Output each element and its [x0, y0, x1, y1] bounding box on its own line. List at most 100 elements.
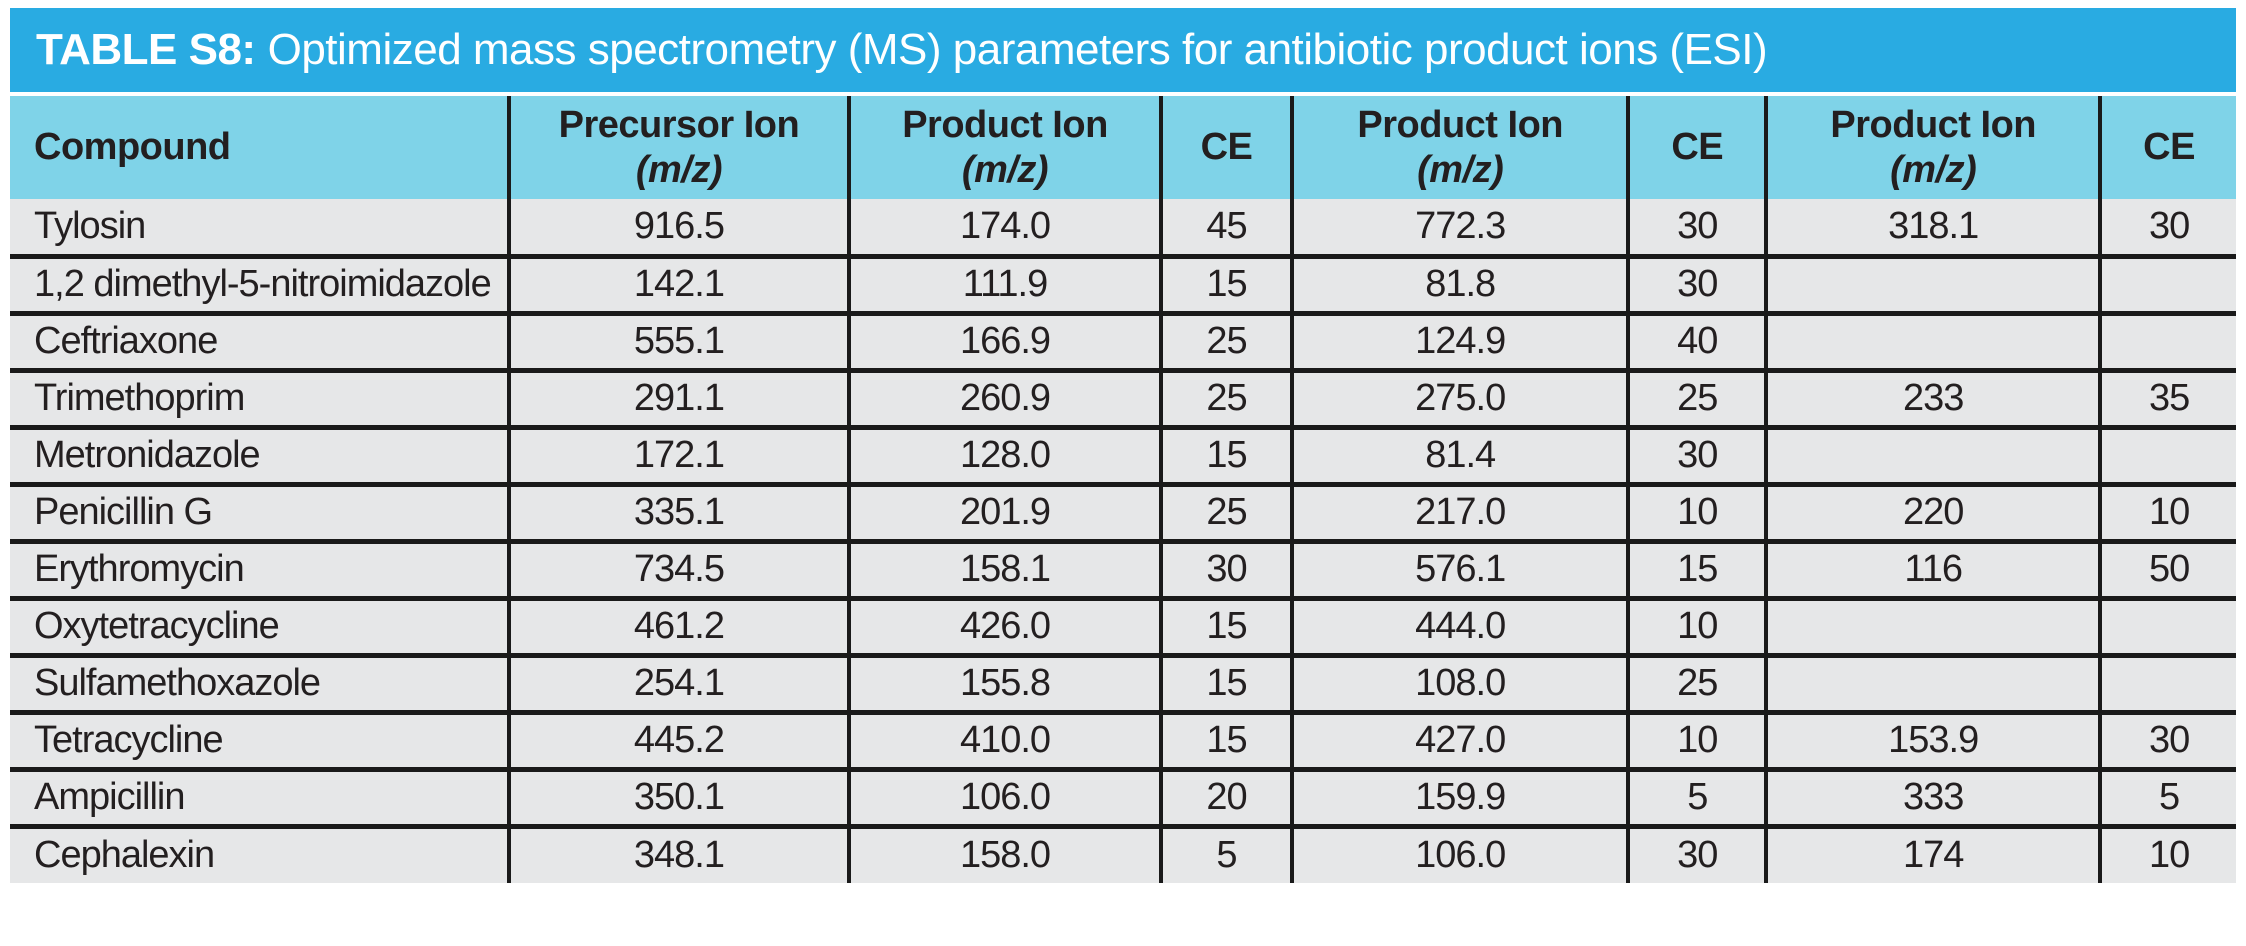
- table-row: Trimethoprim 291.1 260.9 25 275.0 25 233 35: [10, 367, 2236, 427]
- value-cell: 30: [2098, 709, 2236, 769]
- value-cell: 30: [2098, 199, 2236, 256]
- value-cell: 916.5: [506, 199, 850, 256]
- value-cell: 318.1: [1764, 199, 2101, 256]
- value-cell: 220: [1764, 481, 2101, 541]
- ms-parameters-table-card: TABLE S8: Optimized mass spectrometry (M…: [10, 8, 2236, 940]
- compound-cell: Ampicillin: [10, 766, 509, 826]
- column-header-label: CE: [1671, 126, 1724, 169]
- value-cell: 81.8: [1290, 253, 1629, 313]
- value-cell: 155.8: [847, 652, 1161, 712]
- column-header-0-compound: Compound: [10, 96, 509, 199]
- value-cell: 5: [2098, 766, 2236, 826]
- value-cell: 30: [1626, 823, 1767, 883]
- value-cell: 108.0: [1290, 652, 1629, 712]
- value-cell: 142.1: [506, 253, 850, 313]
- value-cell: 350.1: [506, 766, 850, 826]
- value-cell: 15: [1158, 595, 1293, 655]
- table-title-bar: TABLE S8: Optimized mass spectrometry (M…: [10, 8, 2236, 92]
- value-cell: 50: [2098, 538, 2236, 598]
- value-cell: [1764, 595, 2101, 655]
- value-cell: 106.0: [1290, 823, 1629, 883]
- value-cell: 348.1: [506, 823, 850, 883]
- value-cell: 30: [1626, 424, 1767, 484]
- value-cell: 124.9: [1290, 310, 1629, 370]
- value-cell: 576.1: [1290, 538, 1629, 598]
- value-cell: 254.1: [506, 652, 850, 712]
- value-cell: 30: [1626, 253, 1767, 313]
- table-row: Sulfamethoxazole 254.1 155.8 15 108.0 25: [10, 652, 2236, 712]
- value-cell: [1764, 253, 2101, 313]
- table-row: Ceftriaxone 555.1 166.9 25 124.9 40: [10, 310, 2236, 370]
- table-row: Penicillin G 335.1 201.9 25 217.0 10 220 10: [10, 481, 2236, 541]
- compound-cell: 1,2 dimethyl-5-nitroimidazole: [10, 253, 509, 313]
- value-cell: 410.0: [847, 709, 1161, 769]
- table-row: Tetracycline 445.2 410.0 15 427.0 10 153.9 30: [10, 709, 2236, 769]
- value-cell: 111.9: [847, 253, 1161, 313]
- compound-cell: Cephalexin: [10, 823, 509, 883]
- value-cell: 174: [1764, 823, 2101, 883]
- table-row: Metronidazole 172.1 128.0 15 81.4 30: [10, 424, 2236, 484]
- value-cell: 772.3: [1290, 199, 1629, 256]
- column-header-units: (m/z): [1417, 148, 1504, 191]
- value-cell: 116: [1764, 538, 2101, 598]
- value-cell: 25: [1626, 652, 1767, 712]
- column-header-label: Product Ion: [1357, 103, 1563, 146]
- value-cell: 333: [1764, 766, 2101, 826]
- value-cell: 335.1: [506, 481, 850, 541]
- compound-cell: Ceftriaxone: [10, 310, 509, 370]
- value-cell: [1764, 310, 2101, 370]
- value-cell: 201.9: [847, 481, 1161, 541]
- table-row: Cephalexin 348.1 158.0 5 106.0 30 174 10: [10, 823, 2236, 883]
- table-body: Tylosin 916.5 174.0 45 772.3 30 318.1 30 1,2 dim…: [10, 199, 2236, 883]
- value-cell: 30: [1158, 538, 1293, 598]
- column-header-2-product-ion: Product Ion (m/z): [847, 96, 1161, 199]
- value-cell: 10: [1626, 709, 1767, 769]
- value-cell: [2098, 310, 2236, 370]
- value-cell: 25: [1626, 367, 1767, 427]
- table-row: Erythromycin 734.5 158.1 30 576.1 15 116 50: [10, 538, 2236, 598]
- value-cell: 275.0: [1290, 367, 1629, 427]
- value-cell: 291.1: [506, 367, 850, 427]
- value-cell: 5: [1158, 823, 1293, 883]
- value-cell: 35: [2098, 367, 2236, 427]
- header-row: Compound Precursor Ion (m/z) Product Ion (m/…: [10, 96, 2236, 199]
- value-cell: 10: [1626, 595, 1767, 655]
- table-row: Tylosin 916.5 174.0 45 772.3 30 318.1 30: [10, 199, 2236, 256]
- column-header-label: Product Ion: [1830, 103, 2037, 146]
- ms-parameters-table: Compound Precursor Ion (m/z) Product Ion (m/…: [10, 96, 2236, 883]
- bottom-fade: [10, 924, 2236, 940]
- compound-cell: Oxytetracycline: [10, 595, 509, 655]
- column-header-4-product-ion: Product Ion (m/z): [1290, 96, 1629, 199]
- column-header-label: Compound: [34, 126, 231, 169]
- value-cell: 30: [1626, 199, 1767, 256]
- value-cell: 444.0: [1290, 595, 1629, 655]
- value-cell: 260.9: [847, 367, 1161, 427]
- value-cell: 15: [1158, 709, 1293, 769]
- value-cell: 10: [2098, 823, 2236, 883]
- value-cell: 233: [1764, 367, 2101, 427]
- value-cell: 5: [1626, 766, 1767, 826]
- value-cell: 158.1: [847, 538, 1161, 598]
- compound-cell: Tetracycline: [10, 709, 509, 769]
- value-cell: [1764, 652, 2101, 712]
- value-cell: 40: [1626, 310, 1767, 370]
- column-header-label: CE: [2143, 126, 2195, 169]
- column-header-label: Product Ion: [902, 103, 1108, 146]
- value-cell: 25: [1158, 310, 1293, 370]
- value-cell: 445.2: [506, 709, 850, 769]
- value-cell: 10: [2098, 481, 2236, 541]
- value-cell: 106.0: [847, 766, 1161, 826]
- value-cell: 461.2: [506, 595, 850, 655]
- compound-cell: Sulfamethoxazole: [10, 652, 509, 712]
- value-cell: [2098, 424, 2236, 484]
- column-header-3-ce: CE: [1158, 96, 1293, 199]
- value-cell: 159.9: [1290, 766, 1629, 826]
- value-cell: 174.0: [847, 199, 1161, 256]
- value-cell: [1764, 424, 2101, 484]
- value-cell: 25: [1158, 481, 1293, 541]
- value-cell: 166.9: [847, 310, 1161, 370]
- table-row: Ampicillin 350.1 106.0 20 159.9 5 333 5: [10, 766, 2236, 826]
- value-cell: 20: [1158, 766, 1293, 826]
- value-cell: [2098, 253, 2236, 313]
- table-row: 1,2 dimethyl-5-nitroimidazole 142.1 111.9 1…: [10, 253, 2236, 313]
